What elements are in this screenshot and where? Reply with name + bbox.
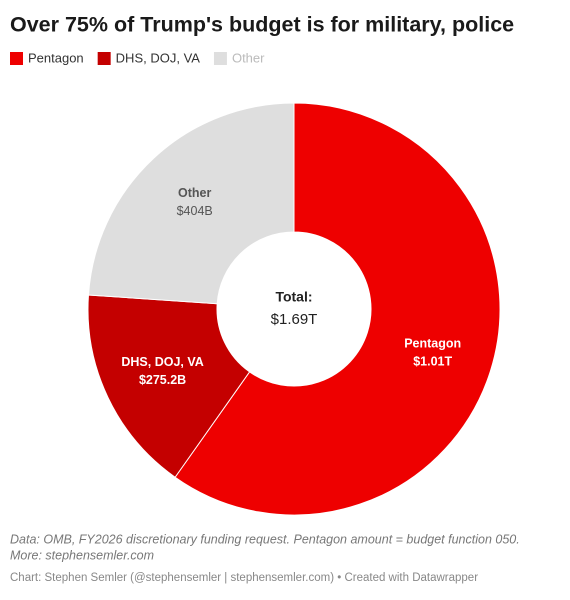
credit: Chart: Stephen Semler (@stephensemler | … <box>10 572 478 584</box>
slice-value: $275.2B <box>139 373 186 387</box>
donut: Pentagon $1.01T DHS, DOJ, VA $275.2B Other $4… <box>87 102 501 516</box>
slice-name: DHS, DOJ, VA <box>121 355 203 369</box>
legend-label: DHS, DOJ, VA <box>116 50 201 65</box>
slice-value: $1.01T <box>413 354 452 368</box>
legend: Pentagon DHS, DOJ, VA Other <box>10 50 265 65</box>
legend-label: Pentagon <box>28 50 84 65</box>
legend-swatch <box>213 52 227 65</box>
legend-swatch <box>97 52 111 65</box>
total-value: $1.69T <box>271 311 318 328</box>
legend-swatch <box>10 52 23 65</box>
source-note: More: stephensemler.com <box>10 548 154 562</box>
donut-slice <box>174 102 501 516</box>
chart-title: Over 75% of Trump's budget is for milita… <box>10 13 514 37</box>
slice-name: Pentagon <box>404 336 461 350</box>
legend-label: Other <box>232 50 265 65</box>
donut-slice <box>87 294 251 478</box>
source-note: Data: OMB, FY2026 discretionary funding … <box>10 532 520 546</box>
slice-value: $404B <box>177 204 213 218</box>
slice-name: Other <box>178 186 211 200</box>
donut-slice <box>87 102 295 305</box>
total-label: Total: <box>275 289 312 305</box>
